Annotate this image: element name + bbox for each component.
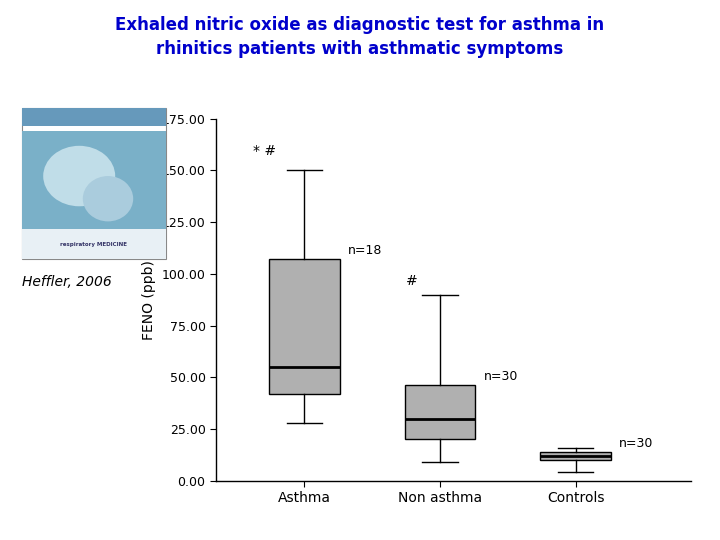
Text: Exhaled nitric oxide as diagnostic test for asthma in
rhinitics patients with as: Exhaled nitric oxide as diagnostic test … <box>115 16 605 58</box>
Text: n=30: n=30 <box>483 370 518 383</box>
Text: n=30: n=30 <box>619 436 654 450</box>
Text: n=18: n=18 <box>348 244 382 258</box>
Ellipse shape <box>83 176 133 221</box>
PathPatch shape <box>405 386 475 439</box>
Text: Heffler, 2006: Heffler, 2006 <box>22 275 112 289</box>
PathPatch shape <box>541 451 611 460</box>
Y-axis label: FENO (ppb): FENO (ppb) <box>142 260 156 340</box>
Bar <box>22 131 166 229</box>
Text: respiratory MEDICINE: respiratory MEDICINE <box>60 241 127 247</box>
Bar <box>22 229 166 259</box>
Text: * #: * # <box>253 144 276 158</box>
Ellipse shape <box>43 146 115 206</box>
PathPatch shape <box>269 259 340 394</box>
Bar <box>22 108 166 126</box>
Text: #: # <box>406 274 418 288</box>
